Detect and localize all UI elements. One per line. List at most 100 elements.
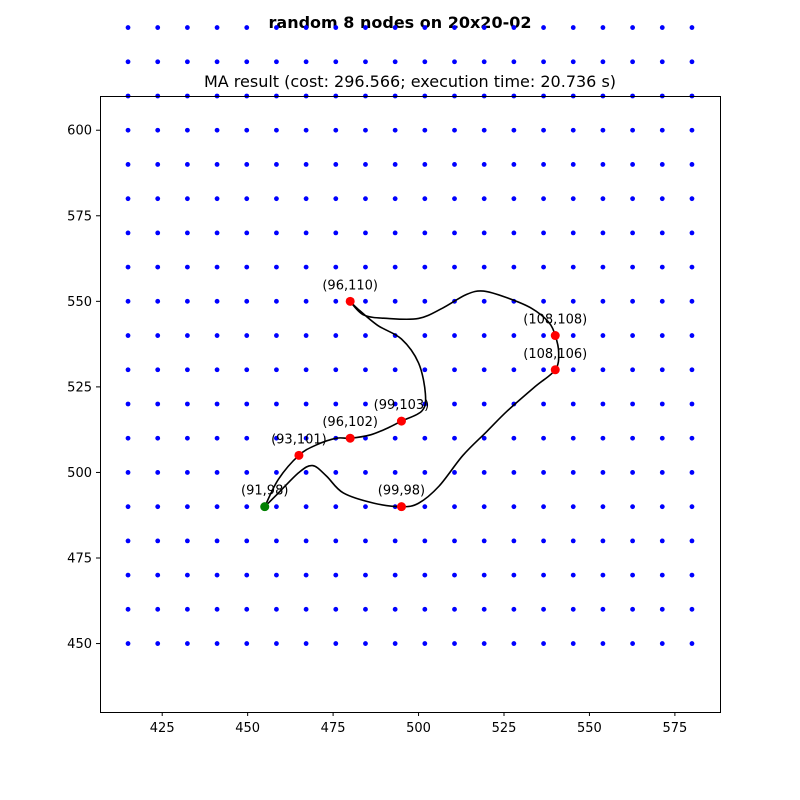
grid-point: [244, 606, 250, 612]
grid-point: [303, 264, 309, 270]
grid-point: [659, 435, 665, 441]
grid-point: [333, 25, 339, 30]
grid-point: [630, 162, 635, 167]
grid-point: [274, 162, 279, 167]
grid-point: [570, 25, 576, 30]
grid-point: [600, 470, 606, 475]
grid-point: [274, 538, 279, 544]
y-tick-label: 500: [67, 466, 92, 481]
grid-point: [125, 25, 131, 30]
grid-point: [659, 59, 665, 65]
grid-point: [363, 606, 368, 612]
grid-point: [125, 196, 131, 202]
grid-point: [452, 230, 457, 236]
grid-point: [481, 641, 487, 646]
grid-point: [511, 504, 517, 510]
grid-point: [333, 298, 339, 304]
grid-point: [422, 264, 428, 270]
grid-point: [422, 196, 428, 202]
grid-point: [333, 504, 339, 510]
grid-point: [689, 59, 695, 65]
node-labels: (91,98) (93,101) (96,102) (99,103) (96,110) (…: [241, 278, 587, 498]
grid-point: [363, 401, 368, 407]
grid-point: [659, 25, 665, 30]
grid-point: [244, 230, 250, 236]
grid-point: [363, 264, 368, 270]
grid-point: [214, 606, 220, 612]
grid-point: [600, 333, 606, 338]
grid-point: [155, 127, 161, 133]
grid-point: [184, 59, 190, 65]
grid-point: [392, 435, 398, 441]
grid-point: [125, 470, 131, 475]
grid-point: [274, 230, 279, 236]
grid-point: [303, 367, 309, 373]
grid-point: [481, 401, 487, 407]
grid-point: [422, 538, 428, 544]
grid-point: [303, 504, 309, 510]
grid-point: [303, 230, 309, 236]
grid-point: [481, 367, 487, 373]
grid-point: [244, 59, 250, 65]
x-tick-label: 425: [150, 721, 175, 736]
grid-point: [659, 470, 665, 475]
grid-point: [659, 162, 665, 167]
grid-point: [481, 298, 487, 304]
grid-point: [184, 435, 190, 441]
grid-point: [689, 538, 695, 544]
grid-point: [481, 572, 487, 578]
y-tick-label: 525: [67, 380, 92, 395]
y-tick-label: 600: [67, 124, 92, 139]
grid-point: [452, 504, 457, 510]
grid-point: [214, 572, 220, 578]
grid-point: [422, 470, 428, 475]
grid-point: [184, 333, 190, 338]
grid-point: [452, 25, 457, 30]
grid-point: [274, 367, 279, 373]
grid-point: [125, 162, 131, 167]
grid-point: [184, 264, 190, 270]
grid-point: [570, 264, 576, 270]
grid-point: [214, 264, 220, 270]
grid-point: [689, 435, 695, 441]
grid-point: [303, 333, 309, 338]
grid-point: [274, 298, 279, 304]
grid-point: [541, 298, 546, 304]
grid-point: [392, 367, 398, 373]
grid-point: [155, 367, 161, 373]
x-tick-label: 475: [321, 721, 346, 736]
grid-point: [511, 367, 517, 373]
grid-point: [511, 333, 517, 338]
node-label: (99,103): [374, 398, 430, 413]
grid-point: [570, 196, 576, 202]
grid-point: [155, 230, 161, 236]
grid-point: [303, 470, 309, 475]
grid-point: [363, 25, 368, 30]
grid-point: [511, 25, 517, 30]
grid-point: [214, 162, 220, 167]
grid-point: [511, 435, 517, 441]
grid-point: [630, 435, 635, 441]
grid-point: [363, 162, 368, 167]
grid-point: [541, 606, 546, 612]
grid-point: [600, 641, 606, 646]
x-tick-label: 575: [662, 721, 687, 736]
grid-point: [244, 504, 250, 510]
grid-point: [363, 538, 368, 544]
grid-point: [659, 641, 665, 646]
grid-point: [274, 59, 279, 65]
grid-point: [303, 162, 309, 167]
grid-point: [392, 572, 398, 578]
grid-point: [481, 435, 487, 441]
grid-point: [481, 504, 487, 510]
grid-point: [274, 572, 279, 578]
grid-point: [600, 127, 606, 133]
grid-point: [125, 264, 131, 270]
grid-point: [481, 196, 487, 202]
grid-point: [333, 264, 339, 270]
grid-point: [363, 298, 368, 304]
grid-point: [511, 127, 517, 133]
grid-point: [570, 59, 576, 65]
grid-point: [630, 641, 635, 646]
grid-point: [689, 264, 695, 270]
